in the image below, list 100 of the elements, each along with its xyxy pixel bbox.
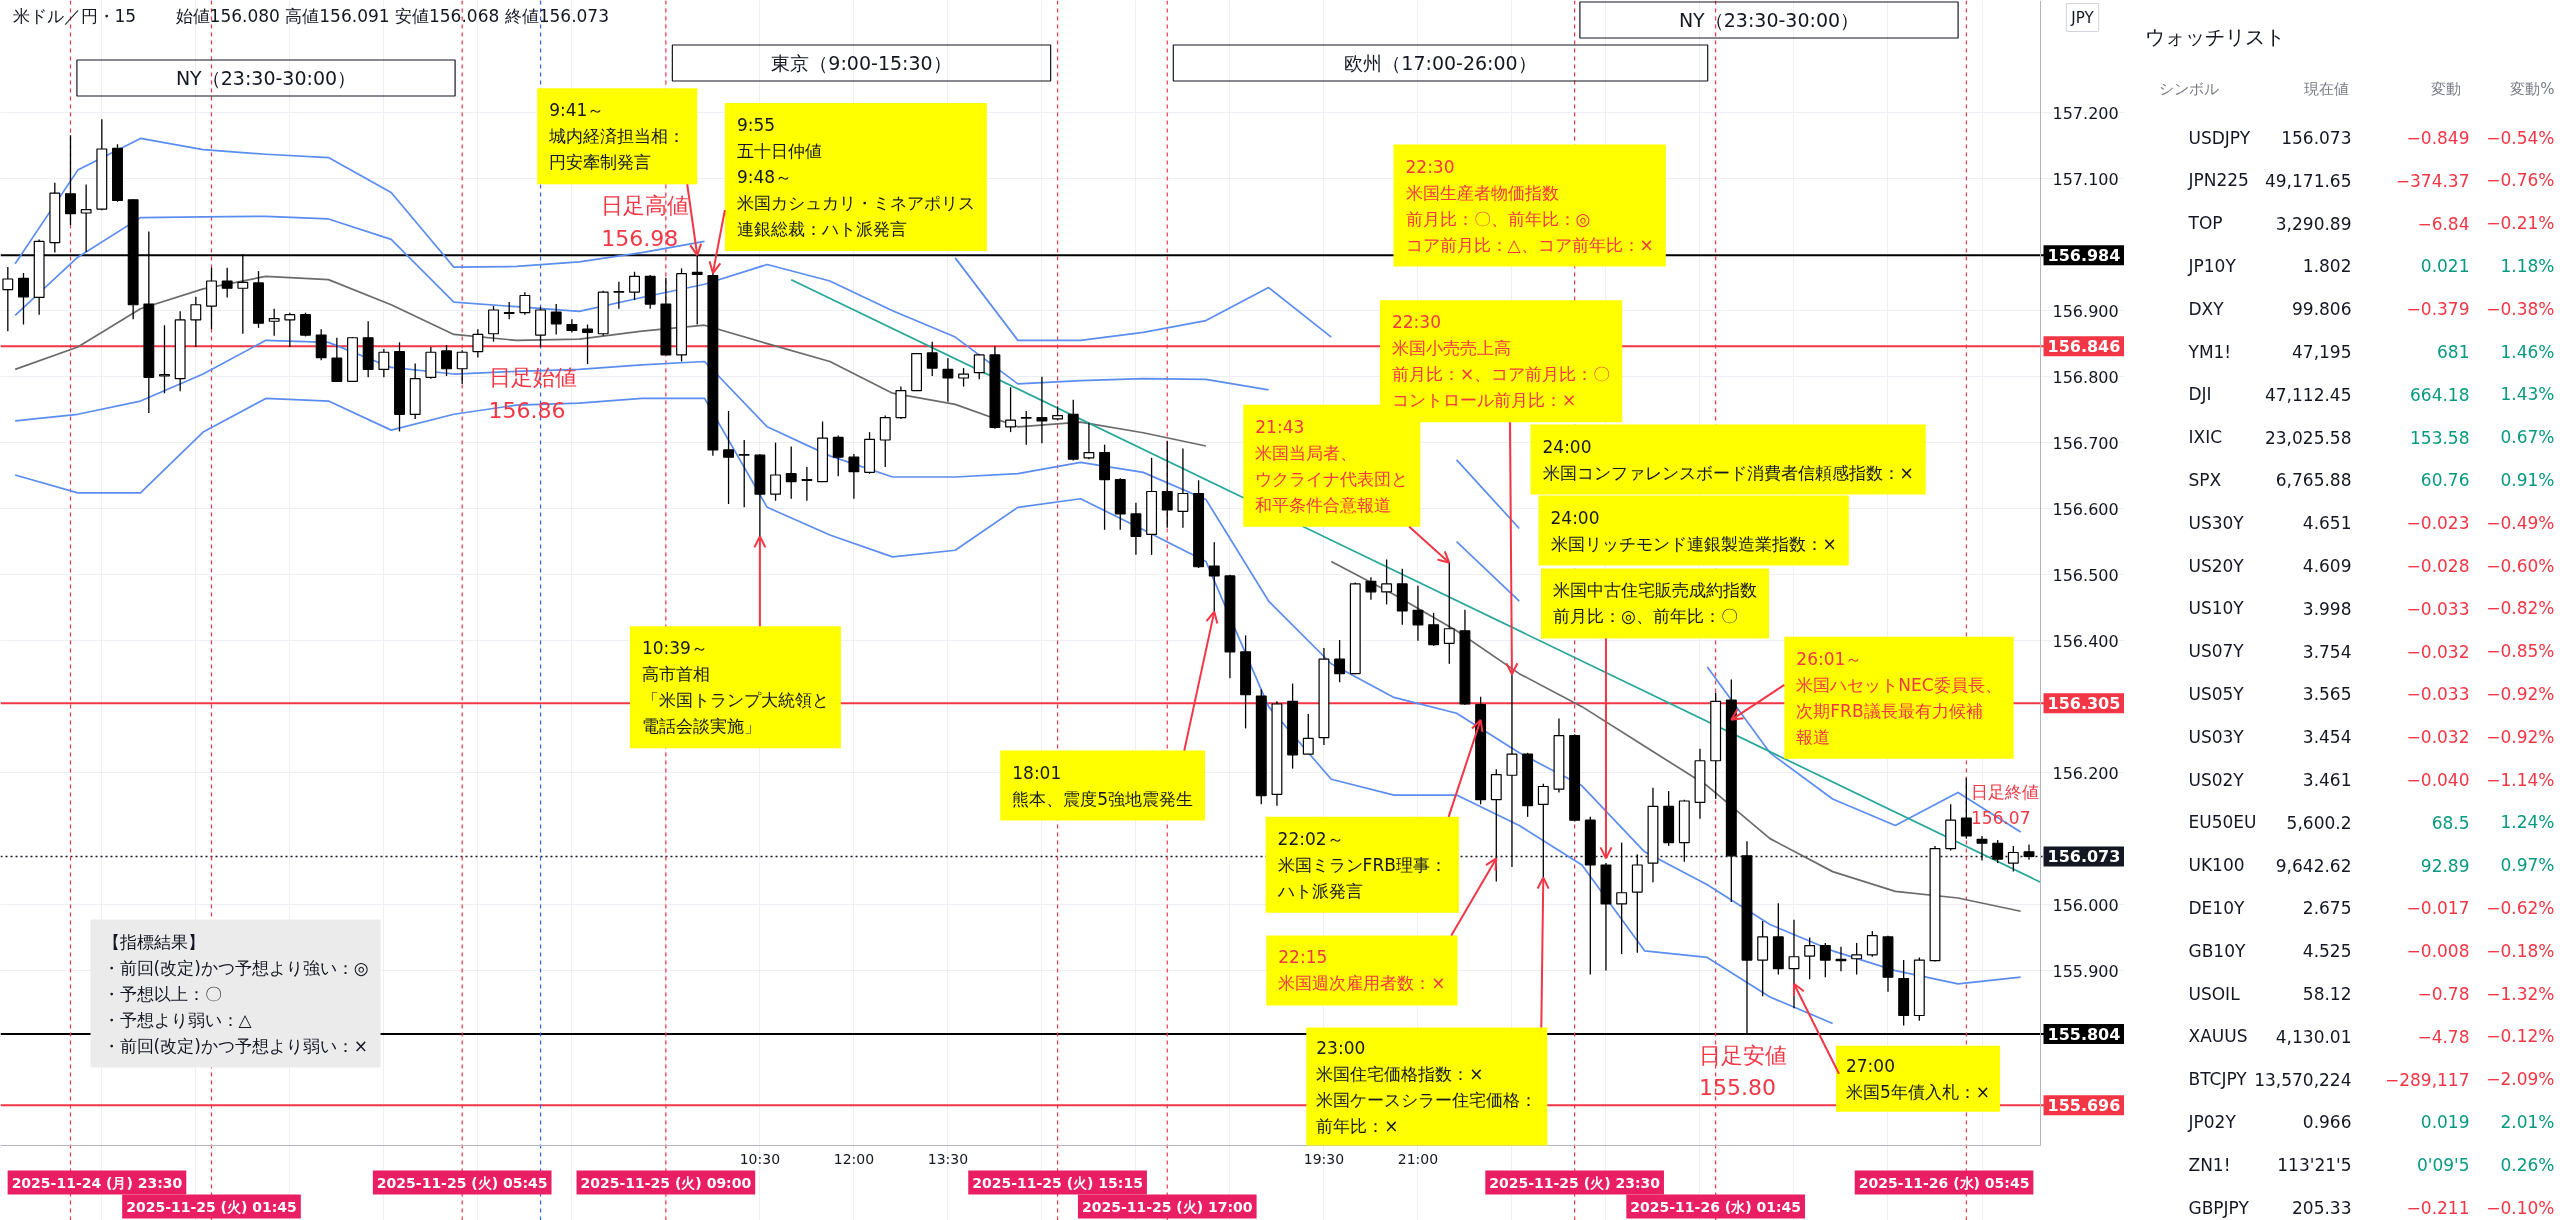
- candlestick: [1161, 440, 1173, 529]
- candlestick: [268, 308, 280, 337]
- x-tick-label: 13:30: [927, 1150, 969, 1167]
- candlestick: [2023, 843, 2035, 861]
- text: DJI: [2188, 384, 2212, 405]
- y-tick-label: 156.400: [2052, 631, 2119, 651]
- y-axis-title: JPY: [2070, 8, 2095, 27]
- candlestick: [1334, 639, 1346, 683]
- text: DXY: [2188, 298, 2225, 319]
- text: 47,112.45: [2264, 384, 2352, 405]
- candlestick: [1819, 942, 1831, 978]
- text: 49,171.65: [2264, 170, 2352, 191]
- candlestick: [1005, 386, 1017, 433]
- text: 変動: [2430, 79, 2461, 98]
- y-tick-label: 156.900: [2052, 301, 2119, 321]
- text: YM1!: [2187, 341, 2232, 362]
- candlestick: [1020, 410, 1032, 446]
- annotation: 9:41～城内経済担当相：円安牽制発言: [548, 100, 686, 173]
- text: DE10Y: [2188, 897, 2245, 918]
- y-tick-label: 156.700: [2052, 433, 2119, 453]
- text: US03Y: [2188, 726, 2245, 747]
- annotation: NY（23:30-30:00）: [175, 67, 357, 89]
- candlestick: [190, 296, 202, 348]
- text: −0.032: [2406, 727, 2470, 748]
- annotation: 東京（9:00-15:30）: [771, 52, 952, 74]
- text: −0.49%: [2486, 512, 2555, 533]
- annotation: 22:30 米国小売売上高前月比：×、コア前月比：〇コントロール前月比：×: [1391, 312, 1611, 411]
- text: −0.023: [2406, 513, 2470, 534]
- candlestick: [378, 348, 390, 378]
- candlestick: [629, 271, 640, 301]
- text: 2.675: [2302, 898, 2352, 919]
- annotation: 21:43 米国当局者、ウクライナ代表団と和平条件合意報道: [1255, 416, 1409, 515]
- text: 1.24%: [2500, 812, 2555, 833]
- candlestick: [958, 367, 970, 388]
- text: −2.09%: [2486, 1069, 2555, 1090]
- candlestick: [785, 445, 797, 500]
- ref-line-label: 2025-11-25 (火) 09:00: [580, 1174, 752, 1191]
- candlestick: [832, 434, 844, 477]
- text: −1.14%: [2486, 769, 2555, 790]
- text: US07Y: [2188, 641, 2245, 662]
- text: 153.58: [2410, 427, 2470, 448]
- text: −374.37: [2395, 170, 2470, 191]
- annotation: 10:39～高市首相「米国トランプ大統領と電話会談実施」: [641, 638, 829, 737]
- annotation: 26:01～米国ハセットNEC委員長、次期FRB議長最有力候補報道: [1796, 648, 2002, 747]
- text: 0.97%: [2500, 855, 2555, 876]
- ref-line-label: 156.984: [2047, 246, 2121, 266]
- ref-line-label: 2025-11-26 (水) 05:45: [1858, 1174, 2030, 1191]
- text: −0.60%: [2486, 555, 2555, 576]
- ref-line-label: 2025-11-26 (水) 01:45: [1630, 1198, 1801, 1215]
- text: 1.18%: [2500, 255, 2555, 276]
- candlestick: [1036, 376, 1048, 444]
- annotation: 9:55 五十日仲値 9:48～米国カシュカリ・ミネアポリス連銀総裁：ハト派発言: [736, 115, 975, 240]
- ref-line-label: 2025-11-25 (火) 05:45: [376, 1174, 548, 1191]
- annotation: 27:00 米国5年債入札：×: [1845, 1055, 1991, 1102]
- text: 4.609: [2302, 556, 2352, 576]
- text: US05Y: [2188, 683, 2245, 704]
- candlestick: [1428, 612, 1440, 647]
- text: 3.461: [2302, 770, 2352, 790]
- annotation: 22:15 米国週次雇用者数：×: [1278, 947, 1446, 994]
- annotation: 23:00 米国住宅価格指数：× 米国ケースシラー住宅価格：前年比：×: [1316, 1037, 1538, 1136]
- text: USOIL: [2188, 983, 2241, 1004]
- ref-line-label: 156.073: [2047, 847, 2121, 867]
- text: 0.67%: [2500, 427, 2555, 448]
- text: US30Y: [2188, 512, 2245, 533]
- ref-line-label: 2025-11-24 (月) 23:30: [11, 1174, 183, 1191]
- text: 0.91%: [2500, 469, 2555, 490]
- text: ZN1!: [2188, 1154, 2231, 1175]
- annotation: 日足安値 155.80: [1698, 1042, 1787, 1101]
- text: 0.26%: [2500, 1154, 2555, 1175]
- text: GBPJPY: [2188, 1197, 2250, 1218]
- y-tick-label: 155.900: [2052, 961, 2119, 981]
- text: GB10Y: [2188, 940, 2246, 961]
- candlestick: [1302, 713, 1314, 755]
- text: 3.998: [2302, 598, 2352, 619]
- text: −289,117: [2384, 1069, 2470, 1090]
- annotation: 24:00 米国コンファレンスボード消費者信頼感指数：×: [1542, 436, 1914, 483]
- candlestick: [1177, 447, 1189, 529]
- ref-line-label: 2025-11-25 (火) 15:15: [972, 1174, 1143, 1191]
- candlestick: [80, 183, 92, 253]
- text: −0.54%: [2486, 127, 2555, 148]
- text: 3.565: [2302, 684, 2352, 705]
- annotation: 【指標結果】・前回(改定)かつ予想より強い：◎・予想以上：〇・予想より弱い：△・前回(改定)かつ予想より弱い：×: [102, 931, 369, 1056]
- y-tick-label: 156.200: [2052, 763, 2119, 783]
- text: −0.008: [2406, 941, 2470, 962]
- candlestick: [879, 414, 891, 468]
- candlestick: [1083, 422, 1095, 460]
- text: 6,765.88: [2275, 470, 2352, 491]
- candlestick: [221, 267, 233, 299]
- text: 3,290.89: [2275, 213, 2352, 234]
- text: −0.849: [2406, 128, 2470, 148]
- text: 23,025.58: [2264, 427, 2352, 448]
- text: UK100: [2188, 855, 2245, 876]
- text: −0.82%: [2486, 598, 2555, 619]
- candlestick: [315, 328, 327, 361]
- candlestick: [2007, 845, 2019, 873]
- y-tick-label: 156.000: [2052, 895, 2119, 915]
- annotation: 22:02～米国ミランFRB理事：ハト派発言: [1276, 828, 1447, 901]
- annotation: 日足始値 156.86: [488, 365, 577, 423]
- text: 1.46%: [2500, 341, 2555, 362]
- candlestick: [159, 324, 170, 394]
